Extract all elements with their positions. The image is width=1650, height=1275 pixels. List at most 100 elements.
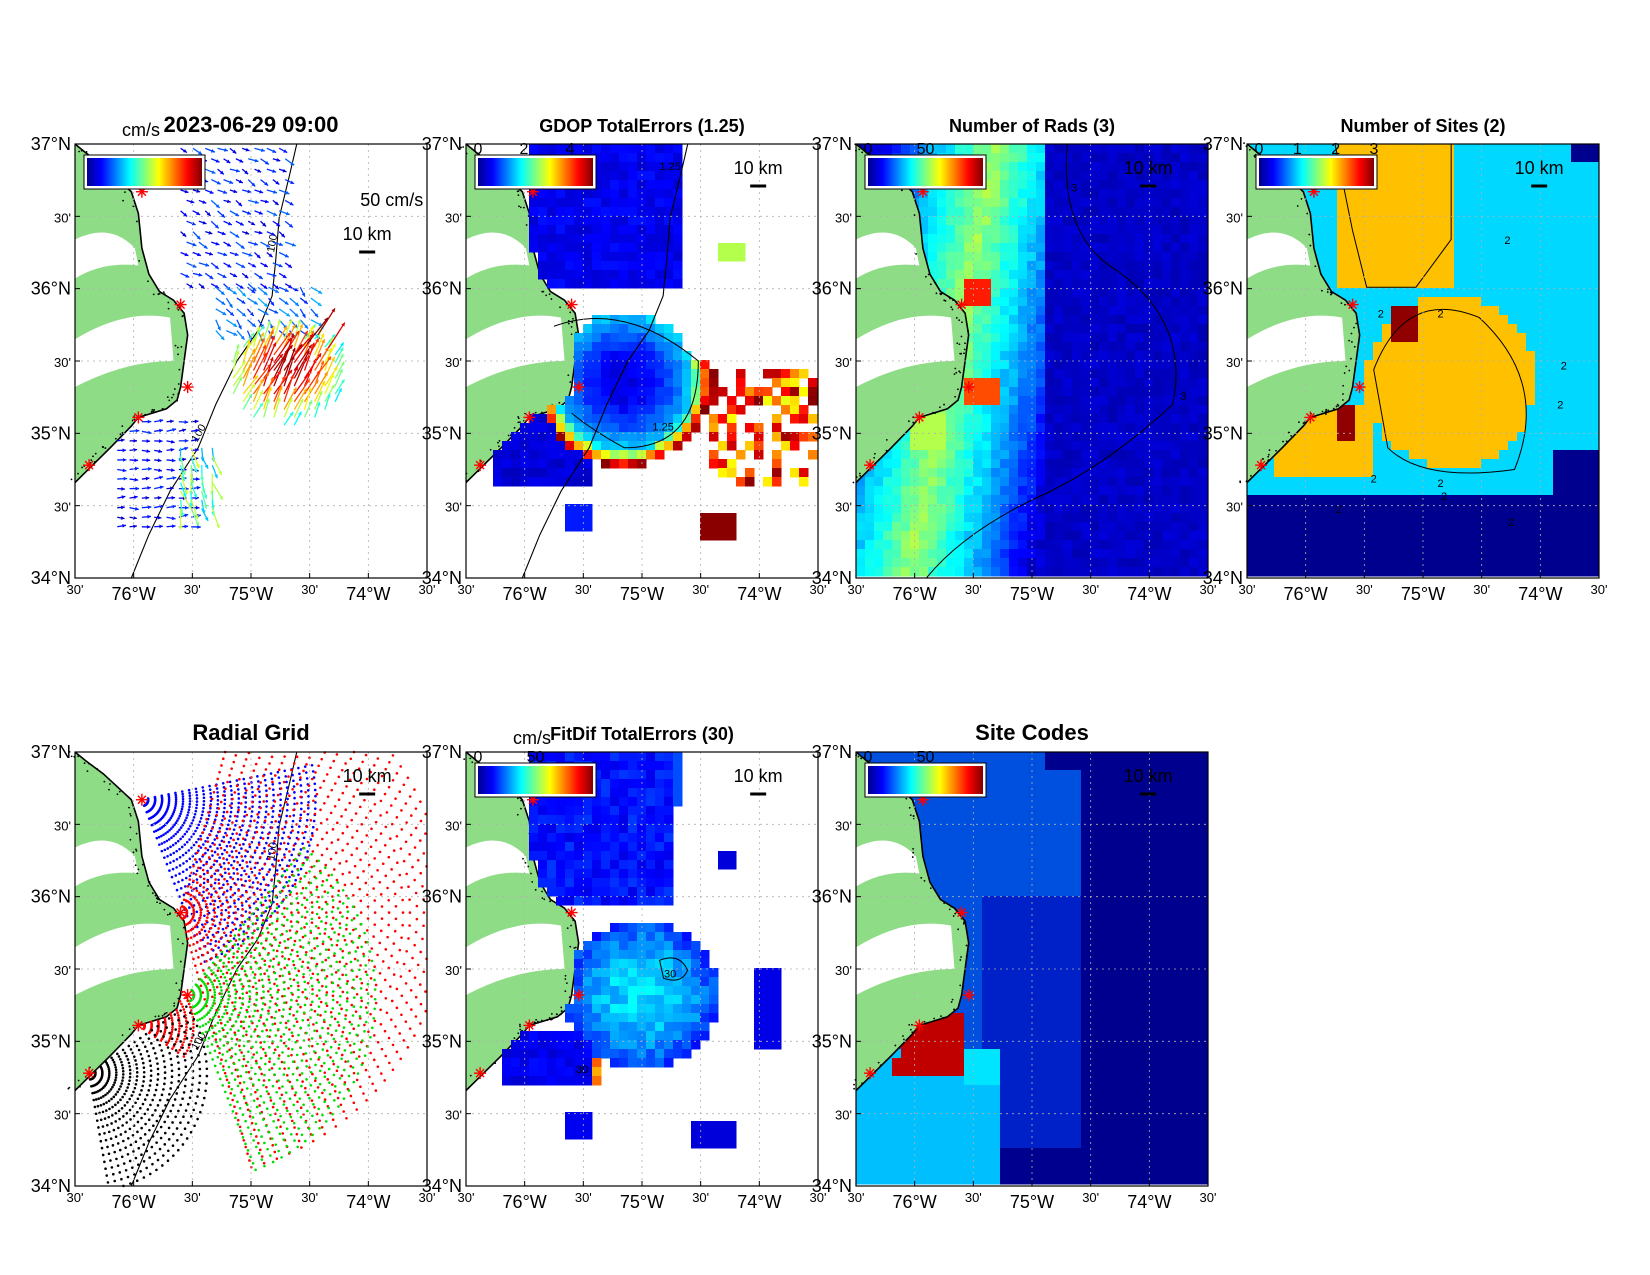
site-marker-5 <box>83 459 96 472</box>
heatmap-cell <box>574 144 584 154</box>
coast-speckle <box>147 280 149 283</box>
heatmap-cell <box>547 423 557 433</box>
heatmap-cell <box>655 216 665 226</box>
heatmap-cell <box>628 189 638 199</box>
heatmap-cell <box>1391 306 1401 316</box>
heatmap-cell <box>1081 387 1091 397</box>
heatmap-cell <box>1054 198 1064 208</box>
heatmap-cell <box>610 153 620 163</box>
heatmap-cell <box>1427 423 1437 433</box>
heatmap-cell <box>1526 513 1536 523</box>
heatmap-cell <box>1373 189 1383 199</box>
heatmap-cell <box>1499 441 1509 451</box>
heatmap-cell <box>1490 189 1500 199</box>
heatmap-cell <box>592 342 602 352</box>
heatmap-cell <box>1337 450 1347 460</box>
heatmap-cell <box>664 252 674 262</box>
heatmap-cell <box>1526 198 1536 208</box>
heatmap-cell <box>637 342 647 352</box>
heatmap-cell <box>1036 450 1046 460</box>
heatmap-cell <box>1054 216 1064 226</box>
vector-arrow <box>186 262 197 268</box>
heatmap-cell <box>1454 513 1464 523</box>
heatmap-cell <box>529 459 539 469</box>
heatmap-cell <box>1517 369 1527 379</box>
heatmap-cell <box>1135 324 1145 334</box>
heatmap-cell <box>1517 243 1527 253</box>
heatmap-cell <box>1472 198 1482 208</box>
heatmap-cell <box>1454 288 1464 298</box>
heatmap-cell <box>1009 396 1019 406</box>
colorbar <box>478 158 593 186</box>
heatmap-cell <box>1018 387 1028 397</box>
heatmap-cell <box>1472 216 1482 226</box>
heatmap-cell <box>1544 279 1554 289</box>
heatmap-cell <box>1045 207 1055 217</box>
heatmap-cell <box>1517 252 1527 262</box>
heatmap-cell <box>1436 450 1446 460</box>
heatmap-cell <box>1490 288 1500 298</box>
heatmap-cell <box>1063 459 1073 469</box>
heatmap-cell <box>1517 279 1527 289</box>
heatmap-cell <box>982 423 992 433</box>
heatmap-cell <box>1189 288 1199 298</box>
coast-speckle <box>913 214 916 216</box>
heatmap-cell <box>1445 279 1455 289</box>
heatmap-cell <box>1517 495 1527 505</box>
heatmap-cell <box>610 225 620 235</box>
heatmap-cell <box>1544 369 1554 379</box>
heatmap-cell <box>1099 324 1109 334</box>
heatmap-cell <box>1499 387 1509 397</box>
heatmap-cell <box>1391 234 1401 244</box>
heatmap-cell <box>1454 405 1464 415</box>
heatmap-cell <box>601 162 611 172</box>
heatmap-cell <box>1117 396 1127 406</box>
heatmap-cell <box>1117 225 1127 235</box>
heatmap-cell <box>1036 288 1046 298</box>
heatmap-cell <box>1373 225 1383 235</box>
heatmap-cell <box>745 423 755 433</box>
vector-arrow <box>324 347 333 371</box>
coast-speckle <box>958 319 961 322</box>
heatmap-cell <box>964 198 974 208</box>
coast-speckle <box>952 299 954 302</box>
heatmap-cell <box>1409 423 1419 433</box>
heatmap-cell <box>1117 486 1127 496</box>
coast-speckle <box>522 206 525 209</box>
heatmap-cell <box>628 324 638 334</box>
heatmap-cell <box>637 144 647 154</box>
vector-arrow <box>129 477 139 482</box>
heatmap-cell <box>1153 513 1163 523</box>
heatmap-cell <box>574 333 584 343</box>
heatmap-cell <box>1018 153 1028 163</box>
heatmap-cell <box>1117 450 1127 460</box>
heatmap-cell <box>1072 441 1082 451</box>
heatmap-cell <box>1274 459 1284 469</box>
heatmap-cell <box>928 216 938 226</box>
heatmap-cell <box>736 252 746 262</box>
coast-speckle <box>94 452 97 455</box>
coast-speckle <box>954 367 957 370</box>
heatmap-cell <box>1081 270 1091 280</box>
heatmap-cell <box>646 387 656 397</box>
lat-tick-label: 34°N <box>422 568 462 588</box>
heatmap-cell <box>754 432 764 442</box>
heatmap-cell <box>547 450 557 460</box>
heatmap-cell <box>1373 495 1383 505</box>
heatmap-cell <box>583 522 593 532</box>
coast-speckle <box>955 317 958 319</box>
heatmap-cell <box>790 387 800 397</box>
heatmap-cell <box>1198 558 1208 568</box>
heatmap-cell <box>1400 306 1410 316</box>
heatmap-cell <box>1081 459 1091 469</box>
heatmap-cell <box>856 558 866 568</box>
heatmap-cell <box>1499 162 1509 172</box>
heatmap-cell <box>1436 189 1446 199</box>
heatmap-cell <box>1117 441 1127 451</box>
heatmap-cell <box>1508 288 1518 298</box>
heatmap-cell <box>1400 495 1410 505</box>
heatmap-cell <box>1198 351 1208 361</box>
heatmap-cell <box>1117 288 1127 298</box>
heatmap-cell <box>1009 270 1019 280</box>
heatmap-cell <box>1189 234 1199 244</box>
